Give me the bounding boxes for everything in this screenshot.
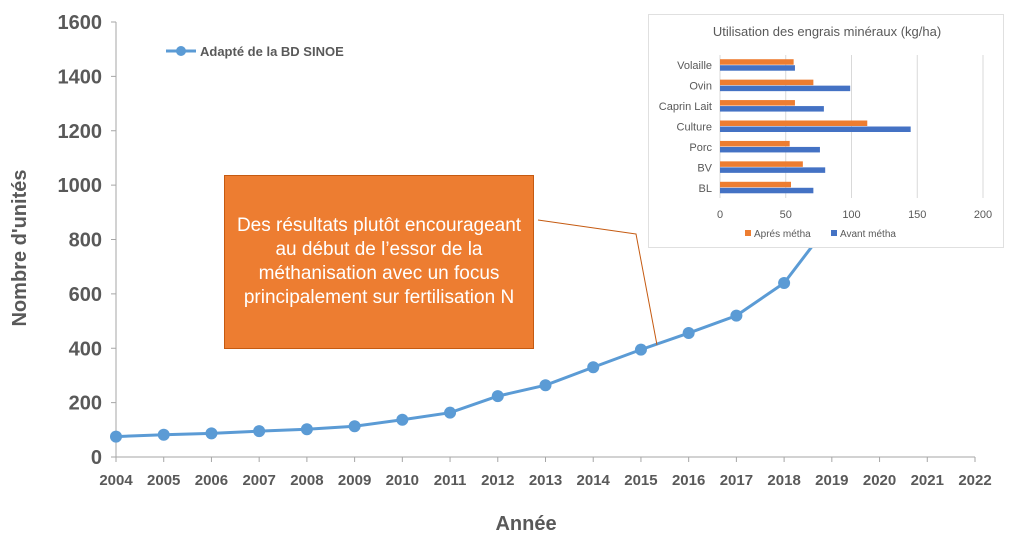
y-axis: 0 200 400 600 800 1000 1200 1400 1600 [58, 12, 117, 469]
x-tick-label: 2014 [577, 472, 611, 489]
x-tick-label: 2010 [386, 472, 419, 489]
inset-bar [720, 85, 851, 92]
y-tick-label: 200 [69, 393, 102, 415]
annotation-leader-line [537, 219, 658, 346]
inset-bar [720, 140, 790, 147]
data-point [300, 423, 313, 436]
y-tick-label: 600 [69, 284, 102, 306]
x-tick-label: 2015 [624, 472, 657, 489]
x-tick-label: 2021 [911, 472, 944, 489]
inset-bar [720, 167, 826, 173]
inset-bar [720, 181, 792, 188]
data-point [157, 428, 170, 441]
data-point [539, 379, 552, 392]
inset-bar [720, 161, 803, 167]
legend-swatch-avant [831, 230, 837, 236]
inset-bar [720, 126, 911, 132]
inset-bar [720, 79, 814, 86]
x-tick-label: 2020 [863, 472, 896, 489]
x-tick-label: 2013 [529, 472, 562, 489]
x-axis: 2004 2005 2006 2007 2008 2009 2010 2011 2012 2013… [99, 456, 992, 489]
inset-category-label: Culture [677, 122, 712, 134]
inset-category-label: Caprin Lait [659, 101, 712, 113]
x-tick-label: 2009 [338, 472, 371, 489]
y-tick-label: 0 [91, 447, 102, 469]
inset-legend: Aprés métha Avant métha [745, 229, 896, 240]
inset-category-label: BV [697, 162, 712, 174]
inset-bar-chart: Utilisation des engrais minéraux (kg/ha)… [648, 14, 1004, 248]
y-tick-label: 1600 [58, 12, 103, 34]
y-tick-label: 800 [69, 230, 102, 252]
data-point [396, 413, 409, 426]
x-tick-label: 2012 [481, 472, 514, 489]
series-path [115, 219, 834, 439]
x-tick-label: 2006 [195, 472, 228, 489]
x-tick-label: 2019 [815, 472, 848, 489]
y-tick-label: 400 [69, 338, 102, 360]
inset-x-tick-label: 50 [780, 209, 792, 221]
inset-category-label: Ovin [689, 81, 712, 93]
inset-bar [720, 146, 820, 153]
data-point [634, 343, 647, 356]
inset-x-tick-label: 0 [717, 209, 723, 221]
x-tick-label: 2018 [767, 472, 800, 489]
data-point [205, 427, 218, 440]
inset-x-tick-label: 150 [908, 209, 926, 221]
inset-category-label: Volaille [677, 60, 712, 72]
main-legend: Adapté de la BD SINOE [166, 44, 344, 59]
y-tick-label: 1400 [58, 66, 103, 88]
y-tick-label: 1000 [58, 175, 103, 197]
legend-label-avant: Avant métha [840, 229, 896, 240]
inset-x-tick-label: 200 [974, 209, 992, 221]
x-tick-label: 2017 [720, 472, 753, 489]
inset-bar [720, 106, 824, 112]
data-point [491, 390, 504, 403]
inset-bar [720, 65, 795, 71]
inset-bar [720, 187, 814, 194]
x-tick-label: 2016 [672, 472, 705, 489]
inset-title: Utilisation des engrais minéraux (kg/ha) [713, 24, 941, 39]
data-point [778, 277, 791, 289]
x-tick-label: 2022 [958, 472, 991, 489]
y-tick-label: 1200 [58, 121, 103, 143]
data-point [587, 361, 600, 374]
legend-label-apres: Aprés métha [754, 229, 811, 240]
inset-category-labels: Volaille Ovin Caprin Lait Culture Porc BV BL [659, 60, 713, 195]
annotation-text: Des résultats plutôt encourageant au déb… [236, 215, 522, 308]
inset-bar [720, 59, 794, 65]
x-tick-label: 2007 [242, 472, 275, 489]
inset-category-label: BL [699, 183, 712, 195]
inset-bar [720, 100, 795, 106]
x-axis-title: Année [495, 513, 556, 535]
data-point [110, 430, 122, 443]
y-axis-title: Nombre d'unités [9, 170, 31, 327]
x-tick-label: 2004 [99, 472, 133, 489]
legend-dot-marker [176, 46, 186, 56]
data-point [253, 425, 266, 438]
data-point [348, 420, 361, 433]
x-tick-label: 2005 [147, 472, 180, 489]
inset-x-ticks: 0 50 100 150 200 [717, 209, 992, 221]
legend-label: Adapté de la BD SINOE [200, 44, 344, 59]
inset-x-tick-label: 100 [842, 209, 860, 221]
inset-bar [720, 120, 868, 126]
data-point [682, 327, 695, 340]
legend-swatch-apres [745, 230, 751, 236]
inset-category-label: Porc [689, 142, 712, 154]
inset-bars [720, 59, 911, 194]
data-point [730, 309, 743, 322]
data-point [444, 406, 457, 419]
annotation-callout: Des résultats plutôt encourageant au déb… [224, 175, 534, 349]
x-tick-label: 2008 [290, 472, 323, 489]
x-tick-label: 2011 [434, 472, 467, 489]
series-line-sinoe [110, 214, 838, 443]
